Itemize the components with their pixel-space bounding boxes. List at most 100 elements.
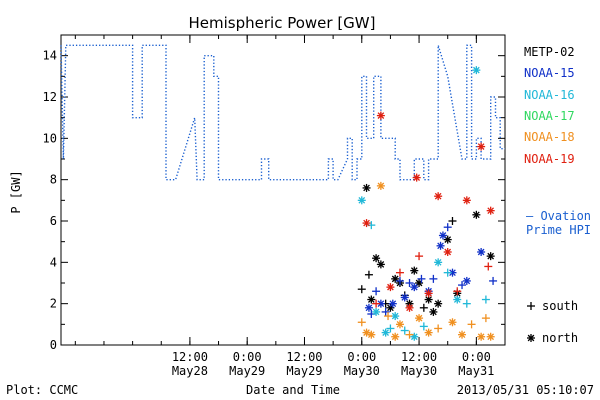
- point-noaa-16-north: [434, 258, 443, 267]
- x-tick-label-date: May29: [286, 364, 322, 378]
- point-metp-02-north: [424, 295, 433, 304]
- y-tick-label: 4: [50, 255, 57, 269]
- ovation-legend-line2: Prime HPI: [526, 223, 591, 237]
- point-noaa-18-south: [481, 314, 490, 323]
- legend-item-noaa-16: NOAA-16: [524, 88, 575, 102]
- point-metp-02-north: [367, 295, 376, 304]
- ovation-prime-hpi-line: [60, 44, 505, 181]
- plot-frame: [60, 34, 506, 346]
- point-noaa-19-south: [372, 299, 381, 308]
- chart-title: Hemispheric Power [GW]: [189, 14, 376, 32]
- point-noaa-15-south: [381, 307, 390, 316]
- point-noaa-15-north: [477, 248, 486, 256]
- point-noaa-15-north: [400, 293, 409, 302]
- point-noaa-18-north: [367, 330, 376, 339]
- point-noaa-18-north: [424, 328, 433, 337]
- point-noaa-15-south: [395, 276, 404, 285]
- point-noaa-16-north: [472, 66, 481, 75]
- y-tick-label: 14: [43, 49, 57, 63]
- x-tick-label-date: May28: [172, 364, 208, 378]
- marker-legend-north-symbol: [527, 334, 535, 342]
- point-noaa-16-south: [400, 326, 409, 335]
- x-tick-label-time: 0:00: [347, 350, 376, 364]
- x-tick-label-time: 12:00: [172, 350, 208, 364]
- point-noaa-19-south: [453, 287, 462, 296]
- point-noaa-19-north: [434, 192, 443, 201]
- point-noaa-18-north: [458, 330, 467, 339]
- legend-item-noaa-19: NOAA-19: [524, 152, 575, 166]
- point-metp-02-south: [364, 270, 373, 279]
- point-noaa-16-south: [443, 268, 452, 277]
- point-noaa-15-south: [458, 281, 467, 290]
- point-metp-02-south: [419, 303, 428, 312]
- point-noaa-19-north: [477, 142, 486, 151]
- point-noaa-16-south: [386, 324, 395, 333]
- point-noaa-19-south: [415, 252, 424, 261]
- point-noaa-15-north: [436, 241, 445, 250]
- marker-legend-south: south: [542, 299, 578, 313]
- x-tick-label-time: 0:00: [233, 350, 262, 364]
- x-axis-label: Date and Time: [246, 383, 340, 397]
- plot-area: 0246810121412:00May280:00May2912:00May29…: [43, 34, 535, 378]
- point-noaa-16-north: [357, 196, 366, 205]
- point-noaa-19-north: [443, 248, 452, 256]
- point-noaa-18-south: [434, 324, 443, 333]
- y-tick-label: 12: [43, 90, 57, 104]
- point-noaa-16-north: [381, 328, 390, 337]
- point-noaa-15-south: [443, 223, 452, 232]
- x-tick-label-time: 12:00: [286, 350, 322, 364]
- footer-right: 2013/05/31 05:10:07: [457, 383, 594, 397]
- point-noaa-16-north: [391, 312, 400, 321]
- y-tick-label: 10: [43, 131, 57, 145]
- x-tick-label-date: May30: [344, 364, 380, 378]
- point-noaa-15-south: [429, 274, 438, 283]
- point-noaa-16-south: [481, 295, 490, 304]
- legend-item-noaa-15: NOAA-15: [524, 66, 575, 80]
- point-noaa-15-north: [410, 283, 419, 292]
- point-noaa-19-south: [395, 268, 404, 277]
- point-noaa-18-north: [391, 332, 400, 341]
- point-metp-02-south: [357, 285, 366, 294]
- point-noaa-19-north: [386, 283, 395, 292]
- point-noaa-16-south: [462, 299, 471, 308]
- point-noaa-18-north: [477, 332, 486, 341]
- legend-item-noaa-17: NOAA-17: [524, 109, 575, 123]
- point-noaa-15-south: [489, 276, 498, 285]
- point-noaa-19-north: [486, 206, 495, 215]
- footer-left: Plot: CCMC: [6, 383, 78, 397]
- point-noaa-19-south: [484, 262, 493, 271]
- point-noaa-15-north: [462, 276, 471, 285]
- point-metp-02-north: [386, 303, 395, 312]
- point-metp-02-north: [362, 183, 371, 192]
- point-metp-02-north: [410, 266, 419, 275]
- point-noaa-19-north: [412, 173, 421, 182]
- point-noaa-18-south: [357, 318, 366, 327]
- point-noaa-18-north: [415, 314, 424, 323]
- point-noaa-15-north: [388, 299, 397, 308]
- point-noaa-16-north: [453, 295, 462, 304]
- point-noaa-16-north: [410, 332, 419, 341]
- point-noaa-15-south: [405, 279, 414, 287]
- point-metp-02-north: [486, 252, 495, 261]
- point-metp-02-north: [472, 210, 481, 219]
- point-noaa-15-south: [417, 274, 426, 283]
- point-metp-02-north: [376, 260, 385, 269]
- point-noaa-15-north: [438, 231, 447, 240]
- point-noaa-19-north: [424, 289, 433, 298]
- x-tick-label-date: May29: [229, 364, 265, 378]
- legend-item-metp-02: METP-02: [524, 45, 575, 59]
- x-tick-label-date: May30: [401, 364, 437, 378]
- point-noaa-18-north: [448, 318, 457, 327]
- point-metp-02-north: [372, 254, 381, 263]
- point-noaa-16-south: [419, 322, 428, 331]
- point-noaa-18-south: [467, 320, 476, 329]
- point-noaa-18-south: [384, 312, 393, 321]
- point-noaa-18-north: [395, 320, 404, 329]
- x-tick-label-time: 0:00: [462, 350, 491, 364]
- point-noaa-15-north: [364, 303, 373, 312]
- point-metp-02-north: [443, 235, 452, 244]
- x-tick-label-time: 12:00: [401, 350, 437, 364]
- point-noaa-19-north: [376, 111, 385, 120]
- point-noaa-19-north: [362, 219, 371, 228]
